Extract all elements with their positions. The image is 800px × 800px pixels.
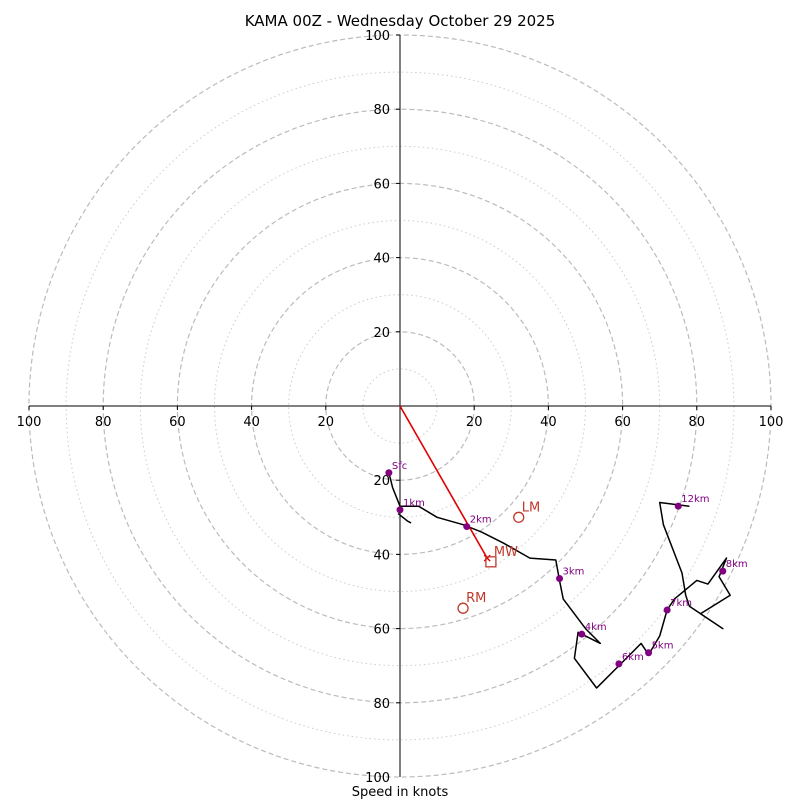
x-tick-label: 80 [95,415,112,430]
x-tick-label: 20 [466,415,483,430]
height-dot-3km [556,575,564,583]
vector-line [399,405,488,559]
height-label-12km: 12km [681,494,709,505]
storm-label-mw: MW [494,545,518,560]
height-dot-7km [663,606,671,614]
wind-profile [388,472,731,689]
y-tick-label: 40 [373,548,390,563]
x-tick-label: 60 [169,415,186,430]
y-tick-label: 100 [365,29,390,44]
height-dot-sfc [385,469,393,477]
y-tick-label: 80 [373,103,390,118]
x-tick-label: 80 [689,415,706,430]
x-tick-label: 100 [759,415,784,430]
storm-label-lm: LM [522,500,540,515]
height-label-sfc: Sfc [392,461,407,472]
y-tick-label: 60 [373,177,390,192]
height-dot-5km [645,649,653,657]
height-label-4km: 4km [585,622,607,633]
storm-motion-markers: LM MW RM [457,500,540,614]
height-label-2km: 2km [470,515,492,526]
y-tick-label-bottom: 100 [365,771,390,786]
mean-wind-vector [399,405,491,562]
height-dot-12km [674,502,682,510]
height-label-5km: 5km [652,641,674,652]
y-tick-label: 60 [373,623,390,638]
x-tick-label: 60 [614,415,631,430]
y-tick-label: 40 [373,252,390,267]
x-tick-label: 40 [540,415,557,430]
height-label-8km: 8km [726,559,748,570]
storm-marker-mw [485,556,497,568]
height-label-3km: 3km [563,567,585,578]
height-label-7km: 7km [670,598,692,609]
height-markers: Sfc 1km 2km 3km 4km 5km 6km 7km 8km 12km [385,461,748,668]
x-tick-label: 20 [318,415,335,430]
storm-label-rm: RM [466,591,486,606]
y-tick-label: 20 [373,474,390,489]
height-dot-1km [396,506,404,514]
height-dot-6km [615,660,623,668]
tick-labels: 100 80 60 40 20 20 40 60 80 100 100 80 60 40 20 20 40 60 8… [17,29,784,786]
x-tick-label: 100 [17,415,42,430]
profile-segment [397,513,412,524]
height-dot-8km [719,567,727,575]
x-tick-label: 40 [243,415,260,430]
height-label-1km: 1km [403,498,425,509]
height-dot-4km [578,630,586,638]
profile-line [388,472,731,689]
storm-marker-lm [513,511,525,523]
height-dot-2km [463,523,471,531]
height-label-6km: 6km [622,652,644,663]
vector-tip-mark [483,554,491,562]
storm-marker-rm [457,602,469,614]
y-tick-label: 80 [373,697,390,712]
y-tick-label: 20 [373,326,390,341]
x-axis-label: Speed in knots [352,785,449,800]
chart-title: KAMA 00Z - Wednesday October 29 2025 [245,12,556,30]
